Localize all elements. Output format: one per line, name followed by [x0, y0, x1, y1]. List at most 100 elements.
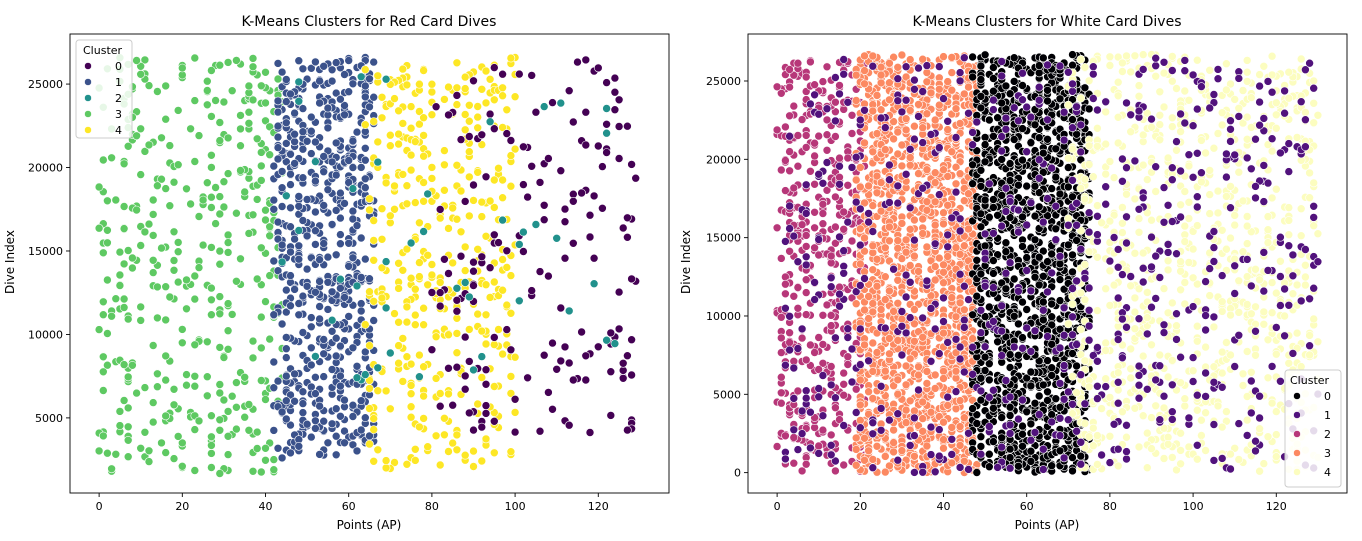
data-point [373, 71, 383, 81]
data-point [178, 461, 187, 471]
data-point [161, 184, 170, 193]
data-point [1018, 242, 1027, 251]
data-point [922, 165, 932, 174]
data-point [460, 384, 470, 394]
data-point [947, 458, 957, 468]
data-point [776, 312, 786, 322]
data-point [178, 325, 187, 334]
x-axis-label: Points (AP) [337, 518, 402, 532]
data-point [123, 314, 133, 324]
data-point [311, 137, 320, 147]
data-point [203, 391, 212, 401]
data-point [452, 91, 462, 100]
data-point [356, 306, 366, 316]
data-point [381, 74, 391, 84]
data-point [281, 333, 291, 342]
data-point [248, 466, 258, 476]
data-point [215, 246, 225, 256]
data-point [860, 305, 869, 315]
data-point [469, 76, 478, 86]
data-point [481, 66, 491, 76]
legend-entry-label: 4 [115, 124, 122, 137]
data-point [868, 147, 878, 157]
data-point [273, 376, 283, 386]
data-point [1043, 387, 1052, 397]
legend-title: Cluster [83, 44, 123, 57]
data-point [801, 275, 811, 285]
data-point [273, 121, 283, 131]
data-point [203, 100, 212, 110]
data-point [423, 251, 433, 260]
data-point [1068, 453, 1077, 462]
data-point [427, 288, 437, 297]
data-point [506, 372, 516, 381]
data-point [581, 55, 591, 65]
data-point [934, 84, 944, 94]
data-point [435, 205, 445, 214]
data-point [872, 254, 882, 264]
data-point [880, 467, 890, 477]
y-tick-label: 15000 [28, 245, 63, 258]
data-point [211, 96, 220, 105]
data-point [286, 420, 295, 430]
data-point [419, 66, 428, 75]
data-point [473, 102, 483, 111]
data-point [1005, 89, 1015, 98]
data-point [477, 456, 487, 466]
data-point [123, 435, 133, 445]
data-point [905, 106, 915, 115]
data-point [814, 441, 824, 451]
data-point [930, 220, 940, 230]
data-point [435, 460, 445, 470]
data-point [984, 212, 994, 222]
data-point [993, 211, 1002, 220]
data-point [918, 332, 928, 342]
x-tick-label: 60 [342, 500, 356, 513]
data-point [577, 188, 586, 198]
data-point [381, 386, 391, 396]
data-point [860, 138, 869, 148]
data-point [955, 422, 965, 431]
data-point [910, 305, 919, 314]
data-point [997, 413, 1007, 422]
data-point [373, 363, 383, 373]
data-point [286, 448, 295, 458]
data-point [256, 148, 266, 157]
data-point [984, 449, 994, 459]
data-point [298, 64, 308, 74]
data-point [211, 183, 220, 192]
data-point [223, 326, 233, 336]
data-point [797, 115, 807, 124]
data-point [190, 466, 200, 475]
data-point [94, 446, 104, 456]
data-point [481, 401, 491, 410]
data-point [506, 181, 516, 191]
data-point [498, 215, 507, 225]
data-point [868, 307, 878, 317]
data-point [1030, 120, 1040, 130]
data-point [959, 305, 969, 315]
data-point [240, 187, 249, 197]
data-point [564, 358, 574, 368]
data-point [943, 252, 953, 261]
data-point [223, 344, 233, 354]
data-point [781, 279, 790, 289]
plot-frame [69, 33, 670, 494]
data-point [331, 351, 341, 361]
data-point [178, 438, 187, 448]
data-point [831, 403, 840, 413]
data-point [336, 188, 345, 198]
data-point [415, 119, 424, 129]
data-point [602, 120, 611, 129]
data-point [568, 197, 578, 206]
data-point [340, 395, 349, 405]
data-point [498, 123, 507, 132]
data-point [369, 316, 379, 325]
data-point [406, 150, 416, 160]
data-point [1005, 444, 1015, 454]
data-point [1068, 267, 1077, 277]
data-point [1009, 135, 1019, 144]
data-point [885, 222, 894, 232]
data-point [190, 96, 200, 105]
